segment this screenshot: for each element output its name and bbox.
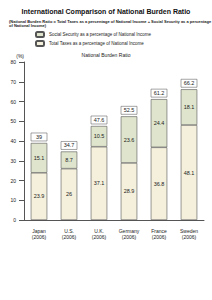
svg-text:80: 80: [10, 59, 16, 65]
svg-text:28.9: 28.9: [124, 188, 135, 194]
svg-text:(2006): (2006): [182, 234, 197, 240]
svg-text:(2006): (2006): [152, 234, 167, 240]
svg-text:15.1: 15.1: [34, 155, 45, 161]
svg-text:37.1: 37.1: [94, 180, 105, 186]
svg-text:34.7: 34.7: [64, 142, 75, 148]
svg-text:Total Taxes as a percentage of: Total Taxes as a percentage of National …: [49, 41, 144, 46]
svg-text:Germany: Germany: [118, 228, 140, 234]
svg-text:50: 50: [10, 118, 16, 124]
svg-text:Japan: Japan: [32, 228, 46, 234]
svg-text:20: 20: [10, 178, 16, 184]
svg-text:(2006): (2006): [122, 234, 137, 240]
svg-text:Social Security as a percentag: Social Security as a percentage of Natio…: [49, 32, 152, 37]
svg-text:23.9: 23.9: [34, 193, 45, 199]
svg-text:10: 10: [10, 197, 16, 203]
svg-text:Sweden: Sweden: [180, 228, 198, 234]
svg-text:France: France: [151, 228, 167, 234]
svg-text:U.K.: U.K.: [94, 228, 104, 234]
svg-text:70: 70: [10, 79, 16, 85]
svg-text:National Burden Ratio: National Burden Ratio: [82, 52, 131, 58]
svg-text:52.5: 52.5: [124, 107, 135, 113]
svg-text:International Comparison of Na: International Comparison of National Bur…: [22, 8, 191, 16]
svg-text:18.1: 18.1: [184, 104, 195, 110]
svg-text:24.4: 24.4: [154, 120, 165, 126]
svg-text:39: 39: [36, 134, 42, 140]
svg-text:23.6: 23.6: [124, 137, 135, 143]
svg-text:40: 40: [10, 138, 16, 144]
svg-text:(2006): (2006): [92, 234, 107, 240]
svg-text:(2006): (2006): [62, 234, 77, 240]
svg-text:36.8: 36.8: [154, 181, 165, 187]
svg-text:47.6: 47.6: [94, 117, 105, 123]
svg-text:0: 0: [13, 217, 16, 223]
svg-text:(%): (%): [16, 53, 24, 59]
svg-text:30: 30: [10, 158, 16, 164]
svg-text:26: 26: [66, 191, 72, 197]
svg-text:U.S.: U.S.: [64, 228, 74, 234]
svg-text:60: 60: [10, 99, 16, 105]
svg-text:10.5: 10.5: [94, 133, 105, 139]
svg-text:8.7: 8.7: [65, 157, 73, 163]
svg-text:48.1: 48.1: [184, 170, 195, 176]
svg-text:(2006): (2006): [32, 234, 47, 240]
svg-text:of National Income): of National Income): [9, 23, 47, 28]
svg-text:66.2: 66.2: [184, 80, 195, 86]
svg-text:61.2: 61.2: [154, 90, 165, 96]
